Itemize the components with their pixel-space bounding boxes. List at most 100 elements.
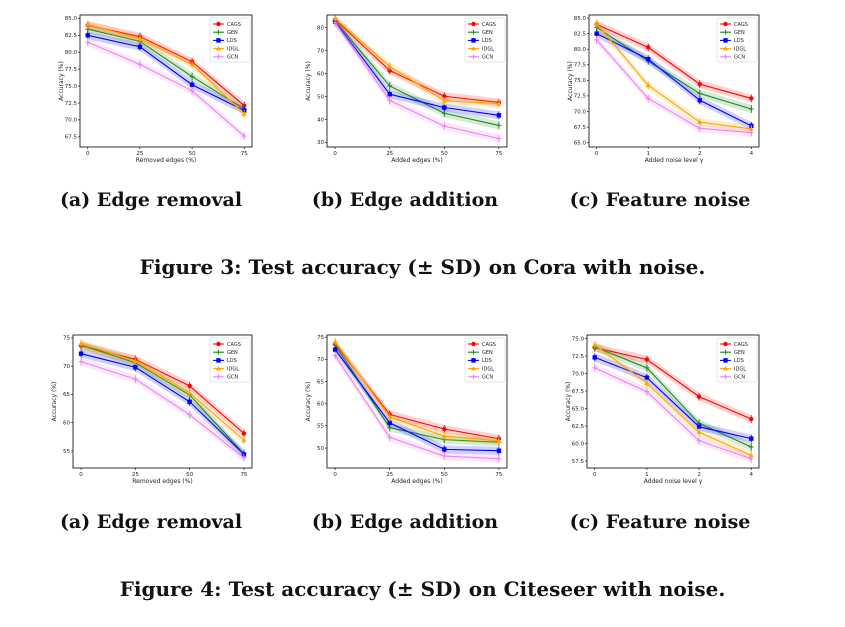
series-line — [334, 18, 499, 105]
error-band — [594, 340, 752, 460]
subcaption-a: (a) Edge removal — [59, 189, 243, 211]
series-line — [334, 341, 499, 442]
y-tick-label: 65.0 — [572, 406, 585, 412]
series-line — [596, 23, 752, 99]
y-tick-label: 60.0 — [572, 441, 585, 447]
x-axis-label: Removed edges (%) — [136, 157, 196, 164]
data-point — [645, 82, 651, 88]
data-point — [387, 97, 393, 103]
data-point — [241, 431, 247, 436]
data-point — [496, 448, 502, 453]
plot-frame — [79, 14, 253, 148]
legend-label: IDGL — [734, 46, 746, 52]
data-point — [241, 455, 247, 461]
legend-label: GEN — [734, 350, 745, 356]
y-tick-label: 62.5 — [572, 424, 585, 430]
error-band — [87, 21, 245, 110]
legend-marker — [471, 54, 476, 60]
legend-box — [209, 337, 251, 383]
data-point — [387, 414, 393, 419]
data-point — [387, 68, 392, 73]
legend-marker — [723, 54, 728, 60]
legend-label: LDS — [227, 38, 237, 44]
x-tick-label: 50 — [441, 151, 448, 157]
y-tick-label: 77.5 — [574, 63, 587, 69]
legend-marker — [723, 21, 728, 27]
legend: CAGS GEN LDS IDGL GCN — [464, 17, 506, 63]
y-tick-label: 80 — [317, 25, 324, 31]
data-point — [78, 340, 84, 346]
legend-box — [209, 17, 251, 63]
data-point — [85, 33, 90, 38]
data-point — [442, 94, 447, 99]
data-point — [441, 98, 447, 103]
series-idgl — [78, 339, 247, 445]
legend-box — [716, 337, 758, 383]
error-band — [335, 351, 499, 463]
legend: CAGS GEN LDS IDGL GCN — [716, 337, 758, 383]
data-point — [697, 90, 703, 96]
legend-label: CAGS — [734, 22, 748, 28]
data-point — [748, 126, 754, 131]
legend-label: IDGL — [227, 366, 239, 372]
y-tick-label: 75.0 — [572, 336, 585, 342]
data-point — [189, 74, 195, 80]
y-tick-label: 67.5 — [572, 389, 585, 395]
figure-caption: Figure 3: Test accuracy (± SD) on Cora w… — [139, 255, 706, 279]
data-point — [442, 105, 447, 110]
legend-marker — [216, 46, 221, 51]
x-axis-label: Added edges (%) — [391, 157, 442, 164]
legend-marker — [723, 46, 728, 51]
legend-marker — [723, 349, 728, 355]
y-tick-label: 65.0 — [574, 140, 587, 146]
data-point — [697, 81, 702, 87]
y-tick-label: 72.5 — [65, 101, 78, 107]
series-gcn — [332, 351, 502, 463]
legend-marker — [471, 29, 476, 35]
x-axis-label: Added noise level γ — [644, 478, 703, 485]
data-point — [696, 429, 702, 435]
legend-marker — [471, 374, 476, 380]
legend-label: GCN — [482, 375, 493, 381]
y-tick-label: 67.5 — [574, 125, 587, 131]
error-band — [87, 31, 245, 115]
data-point — [496, 456, 502, 462]
legend-label: GCN — [227, 375, 238, 381]
y-tick-label: 30 — [317, 140, 324, 146]
error-band — [596, 20, 752, 103]
y-tick-label: 65 — [63, 392, 70, 398]
legend-marker — [471, 38, 476, 43]
y-tick-label: 77.5 — [65, 67, 78, 73]
subcaption-c: (c) Feature noise — [569, 189, 751, 211]
series-line — [80, 344, 245, 455]
legend-marker — [723, 358, 728, 363]
legend-marker — [723, 374, 728, 380]
error-band — [81, 349, 244, 459]
data-point — [241, 437, 247, 443]
legend-label: IDGL — [482, 366, 494, 372]
series-line — [334, 349, 499, 452]
data-point — [644, 365, 650, 371]
series-line — [334, 22, 500, 140]
series-line — [334, 21, 499, 116]
series-line — [596, 39, 752, 134]
series-line — [594, 346, 752, 448]
y-tick-label: 70.0 — [574, 109, 587, 115]
plot-frame — [588, 14, 760, 148]
error-band — [81, 339, 244, 445]
data-point — [332, 15, 338, 21]
data-point — [189, 82, 195, 87]
x-tick-label: 75 — [495, 151, 502, 157]
legend-label: GEN — [227, 350, 238, 356]
error-band — [594, 342, 752, 451]
data-point — [594, 21, 600, 26]
data-point — [332, 20, 338, 26]
legend-label: LDS — [482, 358, 492, 364]
y-tick-label: 67.5 — [65, 135, 78, 141]
legend-label: LDS — [482, 38, 492, 44]
data-point — [387, 92, 392, 97]
data-point — [749, 416, 754, 422]
data-point — [241, 133, 247, 139]
y-tick-label: 40 — [317, 117, 324, 123]
legend-marker — [723, 366, 728, 371]
